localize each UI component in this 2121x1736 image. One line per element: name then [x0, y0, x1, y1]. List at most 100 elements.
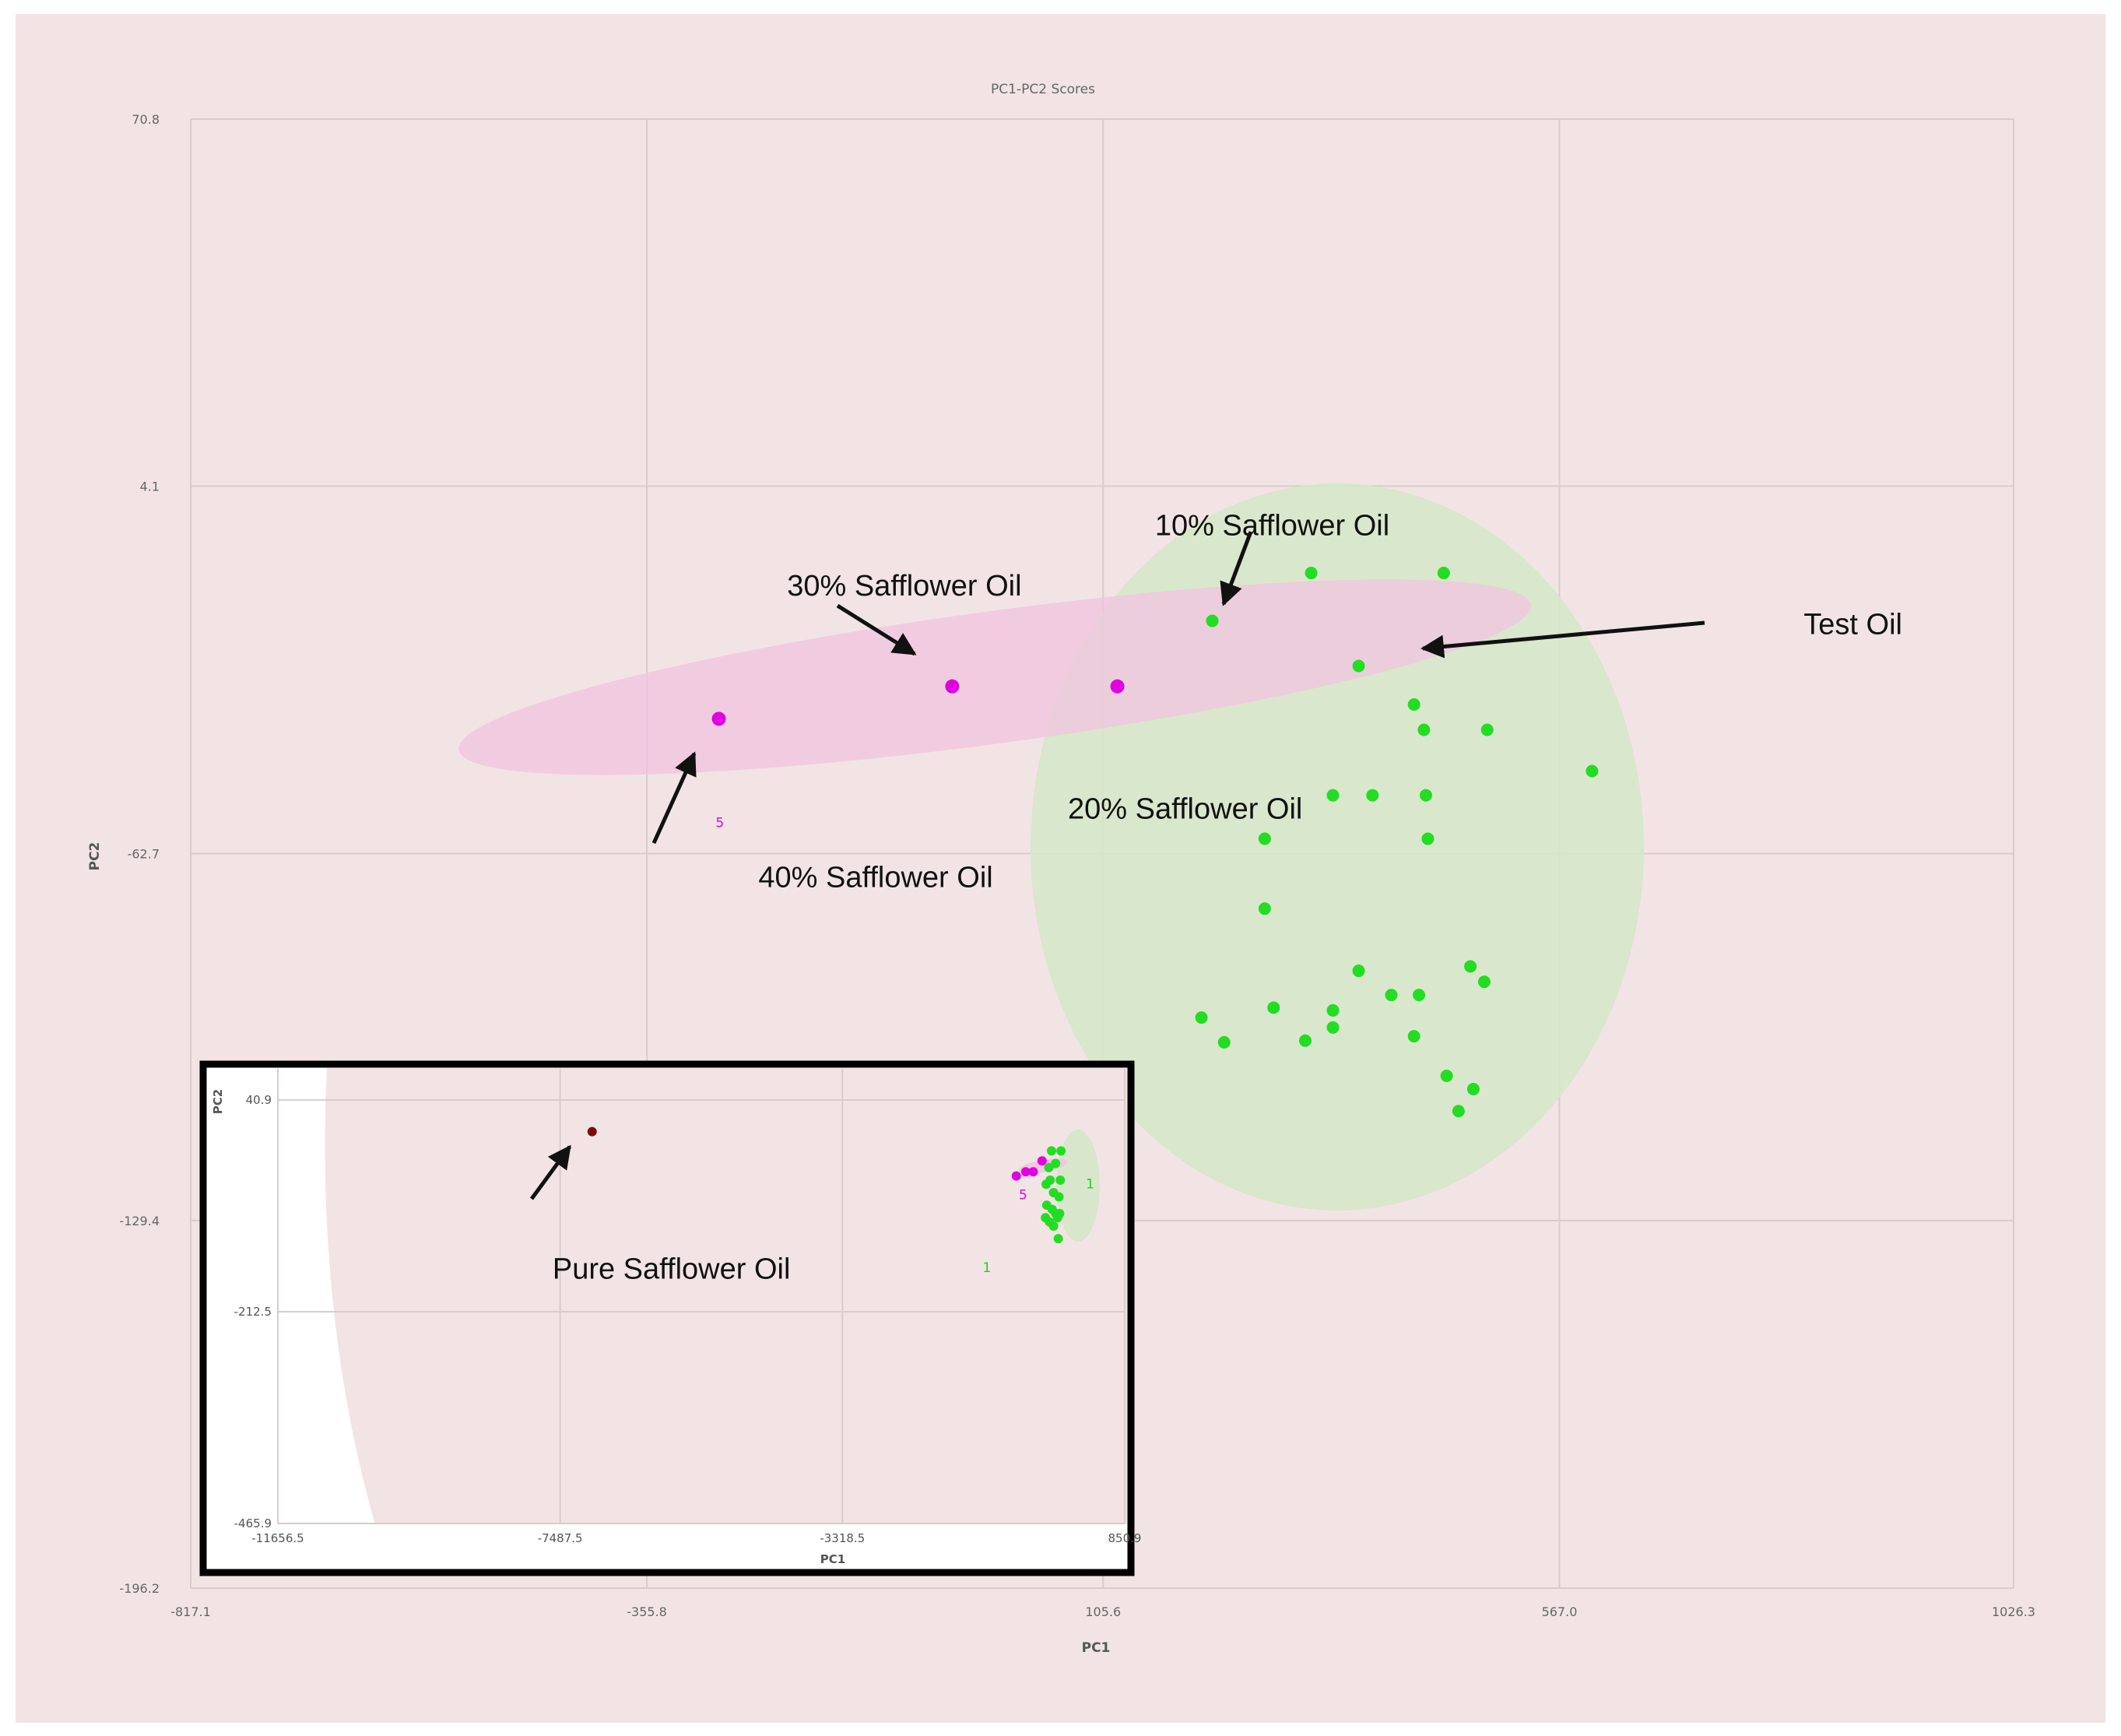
inset-blend-point [1020, 1167, 1031, 1177]
test-oil-point [1217, 1035, 1231, 1049]
inset-point-label: 1 [982, 1260, 991, 1276]
inset-x-tick: -11656.5 [251, 1531, 304, 1545]
inset-x-tick: 850.9 [1108, 1531, 1142, 1545]
inset-y-axis-title: PC2 [211, 1089, 225, 1114]
test-oil-point [1305, 567, 1318, 580]
inset-annotations: Pure Safflower Oil [553, 1253, 791, 1286]
test-oil-point [1421, 832, 1434, 845]
inset-x-tick: -3318.5 [820, 1531, 865, 1545]
main-chart-title: PC1-PC2 Scores [991, 82, 1095, 97]
test-oil-point [1477, 975, 1491, 989]
main-y-axis-title: PC2 [87, 842, 103, 871]
test-oil-point [1419, 789, 1432, 802]
test-oil-point [1366, 789, 1379, 802]
main-confidence-ellipses [458, 483, 1644, 1211]
main-y-tick: -62.7 [128, 847, 160, 862]
test-oil-point [1326, 1003, 1340, 1017]
inset-y-tick: -465.9 [234, 1516, 272, 1530]
main-x-tick: 1026.3 [1992, 1604, 2035, 1619]
arrow-test-oil [1420, 620, 1705, 659]
main-y-tick: 70.8 [132, 112, 160, 127]
main-x-tick-labels: -817.1 -355.8 105.6 567.0 1026.3 [170, 1604, 2035, 1619]
inset-y-tick: 40.9 [246, 1093, 272, 1107]
test-oil-point [1407, 1030, 1420, 1043]
inset-test-point [1044, 1162, 1054, 1172]
main-x-tick: -355.8 [627, 1604, 667, 1619]
main-x-tick: 567.0 [1542, 1604, 1578, 1619]
inset-blend-point [1028, 1167, 1038, 1177]
test-oil-point [1413, 989, 1426, 1002]
inset-test-point [1053, 1234, 1063, 1244]
inset-test-point [1048, 1221, 1059, 1231]
main-y-tick: -196.2 [119, 1581, 160, 1596]
blend-ellipse [458, 579, 1531, 775]
test-oil-point [1480, 723, 1494, 736]
arrow-10pct [1220, 531, 1253, 606]
blend-point [945, 679, 960, 694]
test-oil-point [1464, 960, 1477, 973]
main-x-axis-title: PC1 [1082, 1640, 1111, 1656]
test-oil-point [1267, 1001, 1280, 1014]
main-x-tick: -817.1 [170, 1604, 211, 1619]
main-annotations: 10% Safflower Oil 30% Safflower Oil Test O… [758, 509, 1902, 894]
arrow-40pct [651, 751, 697, 845]
arrow-pure-safflower [529, 1144, 572, 1200]
main-scores-plot: PC1-PC2 Scores -817.1 -355.8 105.6 567.0 102… [87, 82, 2035, 1656]
inset-blend-point [1011, 1171, 1021, 1181]
inset-test-point [1055, 1175, 1066, 1185]
inset-test-point [1056, 1146, 1066, 1156]
inset-point-label: 1 [1086, 1177, 1094, 1193]
test-oil-point [1326, 789, 1340, 802]
main-data-points [711, 567, 1599, 1118]
main-annotation-label: 30% Safflower Oil [787, 570, 1021, 603]
inset-x-axis-title: PC1 [820, 1552, 845, 1566]
test-oil-point [1417, 723, 1431, 736]
inset-point-label: 5 [1019, 1188, 1027, 1204]
test-oil-point [1437, 567, 1450, 580]
main-annotation-label: 10% Safflower Oil [1155, 509, 1389, 542]
inset-point-labels: 5 1 1 [982, 1177, 1094, 1276]
inset-test-point [1052, 1213, 1062, 1223]
inset-x-tick-labels: -11656.5 -7487.5 -3318.5 850.9 [251, 1531, 1141, 1545]
main-point-label: 5 [715, 816, 724, 831]
test-oil-point [1440, 1070, 1453, 1083]
inset-test-point [1054, 1192, 1064, 1202]
main-y-tick: 4.1 [140, 479, 160, 494]
inset-test-point [1046, 1146, 1056, 1156]
inset-gridlines [277, 1069, 1125, 1524]
main-point-labels: 5 [715, 816, 724, 831]
main-annotation-label: 20% Safflower Oil [1068, 792, 1302, 825]
main-x-tick: 105.6 [1085, 1604, 1121, 1619]
test-oil-point [1466, 1082, 1480, 1095]
test-oil-point [1326, 1021, 1340, 1034]
inset-test-point [1041, 1179, 1052, 1190]
arrow-30pct [836, 603, 917, 656]
inset-scores-plot: -11656.5 -7487.5 -3318.5 850.9 40.9 -212.5 -4… [199, 1060, 1141, 1576]
inset-test-ellipse [1056, 1130, 1100, 1242]
main-y-tick: -129.4 [119, 1214, 160, 1228]
test-oil-point [1352, 965, 1365, 978]
blend-point [1110, 679, 1125, 694]
test-oil-point [1352, 659, 1365, 673]
inset-x-tick: -7487.5 [538, 1531, 583, 1545]
main-annotation-label: Test Oil [1803, 609, 1902, 641]
main-y-tick-labels: 70.8 4.1 -62.7 -129.4 -196.2 [119, 112, 160, 1596]
test-oil-point [1258, 902, 1271, 915]
inset-blend-point [1037, 1156, 1047, 1166]
blend-point [711, 712, 726, 726]
main-annotation-label: 40% Safflower Oil [758, 862, 992, 894]
test-oil-point [1407, 698, 1420, 711]
test-oil-point [1385, 989, 1398, 1002]
test-oil-point [1195, 1011, 1208, 1024]
inset-y-tick-labels: 40.9 -212.5 -465.9 [234, 1093, 272, 1530]
main-annotation-arrows [651, 531, 1705, 845]
inset-test-point [1051, 1158, 1061, 1168]
inset-y-tick: -212.5 [234, 1305, 272, 1319]
test-oil-point [1206, 614, 1219, 627]
inset-annotation-label: Pure Safflower Oil [553, 1253, 791, 1286]
inset-data-points [587, 1126, 1066, 1244]
test-oil-point [1298, 1034, 1312, 1047]
inset-pure-oil-ellipse [325, 1068, 1128, 1524]
test-oil-point [1452, 1105, 1465, 1118]
